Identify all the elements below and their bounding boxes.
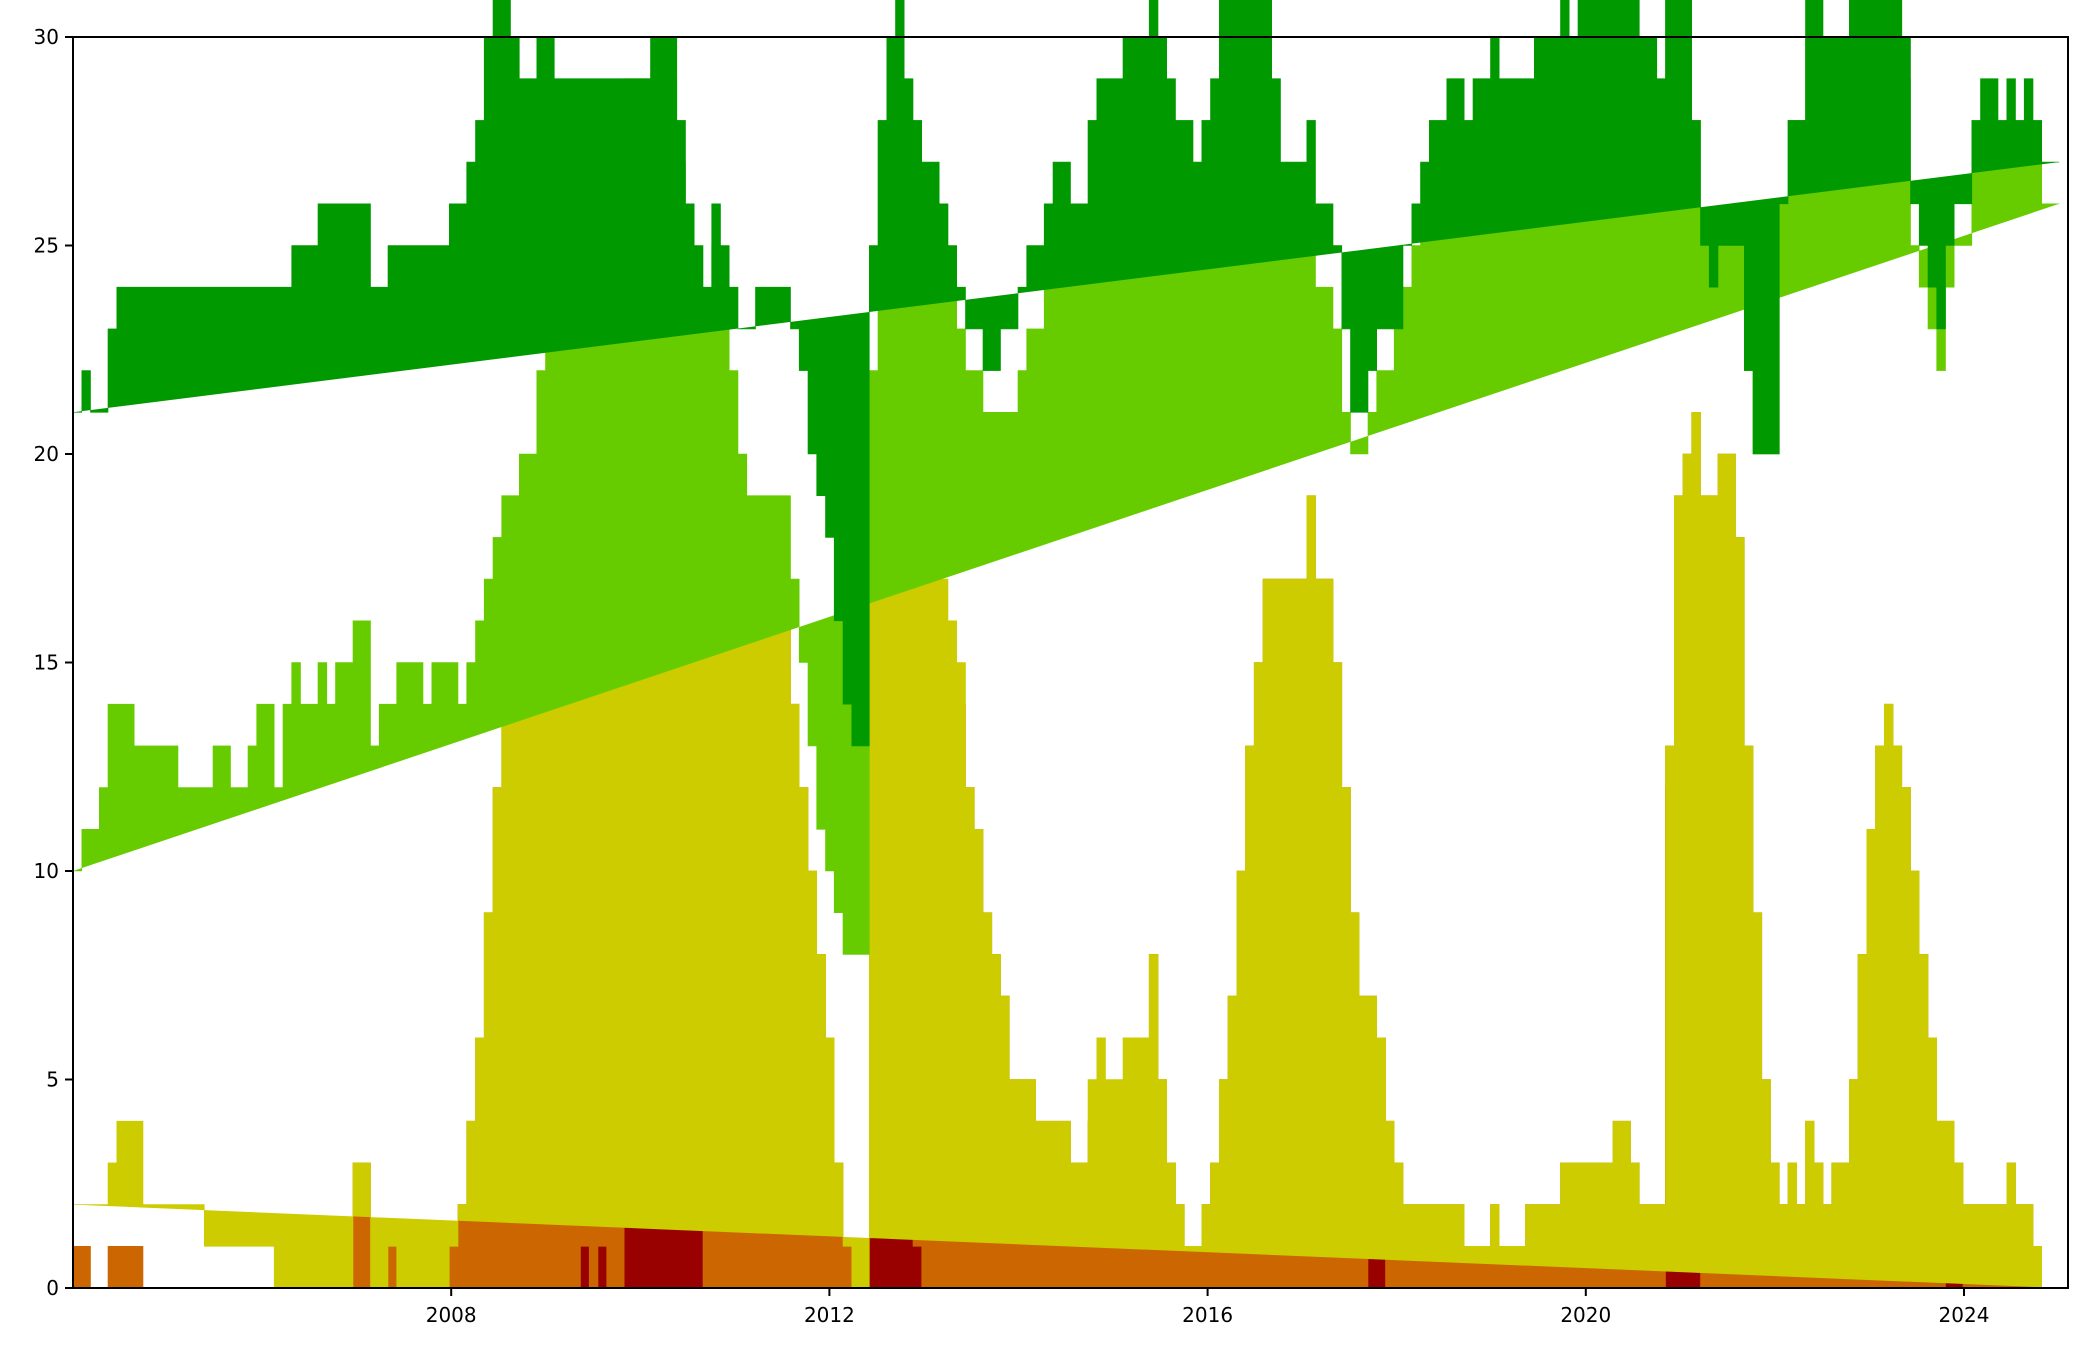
y-tick-label: 25 <box>34 234 59 258</box>
y-tick-label: 5 <box>46 1068 59 1092</box>
y-tick-label: 0 <box>46 1276 59 1300</box>
x-tick-label: 2024 <box>1939 1303 1990 1327</box>
x-axis: 2008 2012 2016 2020 2024 <box>426 1288 1990 1327</box>
x-tick-label: 2020 <box>1560 1303 1611 1327</box>
x-tick-label: 2016 <box>1182 1303 1233 1327</box>
y-tick-label: 20 <box>34 442 59 466</box>
y-axis: 0 5 10 15 20 25 30 <box>34 25 73 1300</box>
y-tick-label: 15 <box>34 651 59 675</box>
y-tick-label: 10 <box>34 859 59 883</box>
x-tick-label: 2012 <box>804 1303 855 1327</box>
area-series-group <box>72 0 2068 1289</box>
x-tick-label: 2008 <box>426 1303 477 1327</box>
y-tick-label: 30 <box>34 25 59 49</box>
